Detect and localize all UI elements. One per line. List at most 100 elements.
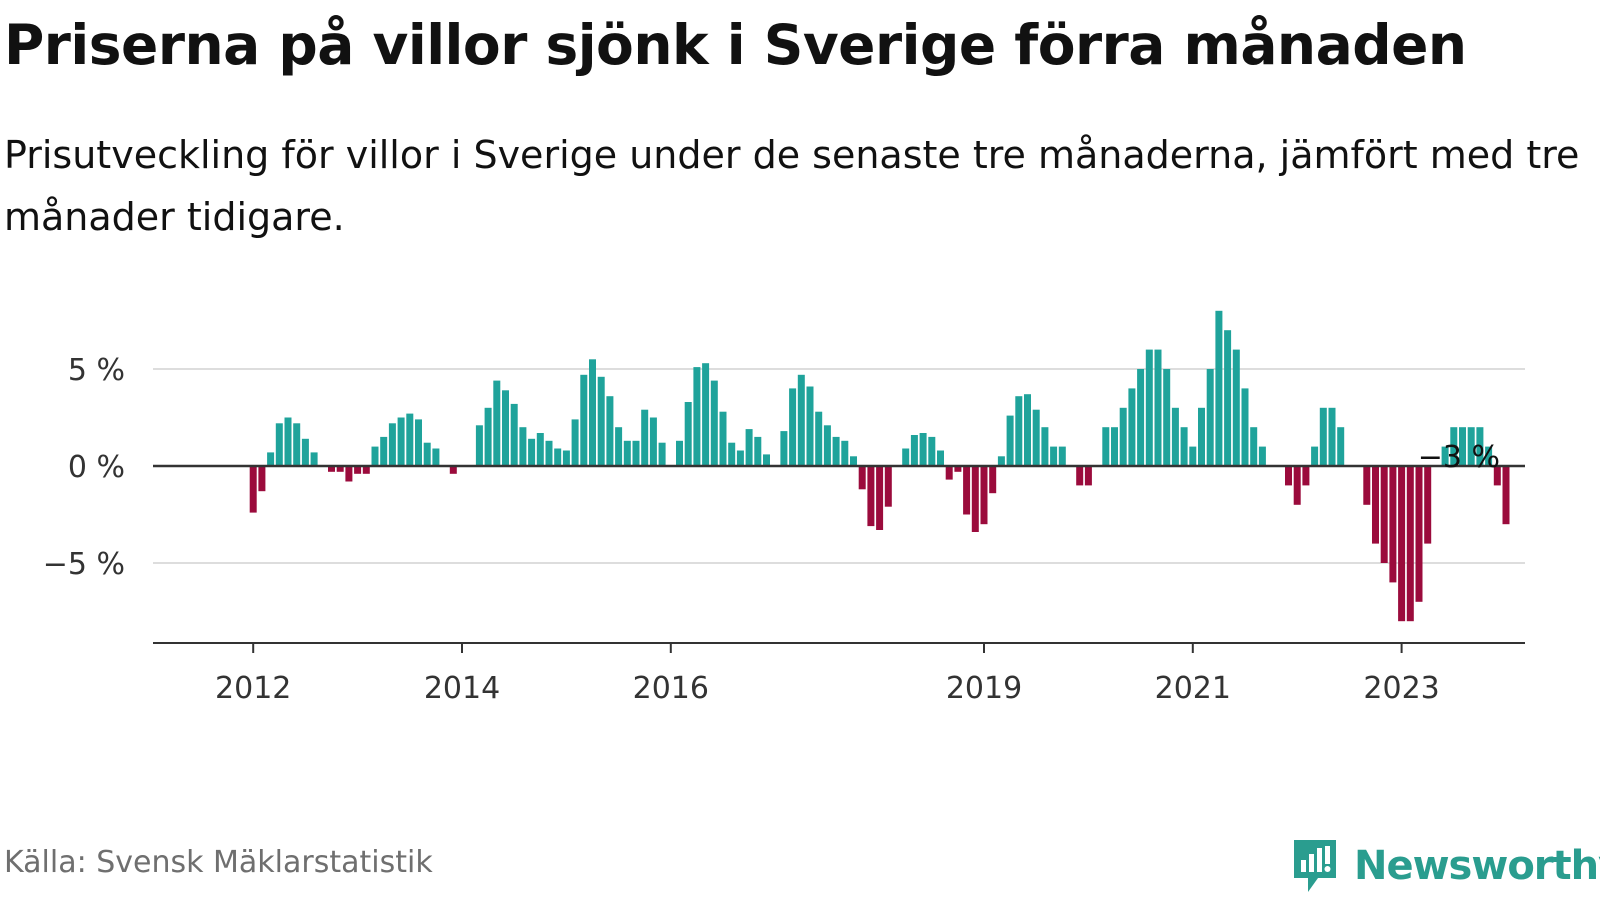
bar-2016-07 (719, 411, 727, 466)
bar-2014-12 (554, 448, 562, 466)
bar-2013-04 (380, 436, 388, 466)
bar-2022-03 (1311, 446, 1319, 466)
bar-2012-08 (310, 452, 318, 466)
bar-2022-05 (1328, 407, 1336, 466)
latest-value-label: −3 % (1418, 440, 1500, 475)
bar-2014-05 (493, 380, 501, 466)
bar-2021-09 (1258, 446, 1266, 466)
bar-2015-05 (597, 376, 605, 466)
x-tick-label: 2012 (215, 671, 291, 706)
bar-2014-09 (528, 438, 536, 466)
bar-2017-07 (823, 425, 831, 466)
bar-2013-08 (415, 419, 422, 466)
bar-2016-05 (702, 363, 710, 466)
x-tick-label: 2023 (1363, 671, 1439, 706)
bar-2021-01 (1189, 446, 1197, 466)
bar-2023-03 (1415, 466, 1423, 602)
bar-2019-08 (1041, 427, 1049, 466)
bar-2014-07 (510, 403, 518, 466)
bar-2017-08 (832, 436, 840, 466)
bar-2023-01 (1398, 466, 1406, 622)
bar-2016-06 (710, 380, 718, 466)
bar-2014-08 (519, 427, 527, 466)
axis-layer: 5 % 0 % −5 % 2012 2014 2016 2019 2021 2023 −3 % (43, 353, 1525, 706)
bar-2016-12 (763, 454, 770, 466)
bar-2020-06 (1128, 388, 1136, 466)
bar-2019-10 (1058, 446, 1066, 466)
bar-2013-07 (406, 413, 414, 466)
bar-2019-04 (1006, 415, 1014, 466)
bar-2020-10 (1163, 369, 1171, 466)
bar-2022-01 (1293, 466, 1301, 505)
bar-2013-10 (432, 448, 440, 466)
bar-2015-08 (623, 440, 631, 466)
bar-2023-06 (1441, 446, 1449, 466)
bar-undefined (1485, 446, 1493, 466)
bar-2015-09 (632, 440, 640, 466)
bar-2018-08 (937, 450, 944, 466)
bar-2016-04 (693, 367, 701, 466)
bar-undefined (1502, 466, 1510, 525)
bar-2022-10 (1372, 466, 1379, 544)
bar-2014-06 (502, 390, 509, 466)
bar-2016-02 (676, 440, 683, 466)
bar-2018-02 (884, 466, 892, 507)
bar-2018-07 (928, 436, 936, 466)
bar-2017-09 (841, 440, 849, 466)
bar-2017-12 (867, 466, 875, 527)
bar-2020-12 (1180, 427, 1188, 466)
bar-2013-02 (362, 466, 370, 474)
bar-2022-12 (1389, 466, 1397, 583)
bar-2013-06 (397, 417, 405, 466)
bar-2021-06 (1232, 349, 1240, 466)
bar-2017-03 (789, 388, 797, 466)
bars-layer (249, 310, 1510, 622)
bar-2020-09 (1154, 349, 1162, 466)
bar-2012-01 (249, 466, 257, 513)
bar-undefined (1476, 427, 1484, 466)
bar-2023-04 (1424, 466, 1432, 544)
bar-2014-04 (484, 407, 492, 466)
bar-2012-12 (345, 466, 353, 482)
bar-2012-05 (284, 417, 292, 466)
bar-2015-04 (589, 359, 596, 466)
bar-2015-12 (658, 442, 666, 466)
bar-2022-11 (1380, 466, 1388, 563)
bar-2012-04 (275, 423, 283, 466)
bar-2014-10 (536, 433, 544, 466)
bar-2018-01 (876, 466, 884, 530)
bar-2017-06 (815, 411, 823, 466)
x-tick-label: 2019 (946, 671, 1022, 706)
x-tick-label: 2016 (633, 671, 709, 706)
bar-2020-04 (1111, 427, 1118, 466)
bar-2012-07 (301, 438, 309, 466)
brand-logo[interactable]: Newsworthy (1290, 838, 1600, 894)
bar-2015-03 (580, 374, 588, 466)
bar-2019-06 (1024, 394, 1031, 466)
bar-2018-11 (963, 466, 971, 515)
bar-2021-07 (1241, 388, 1249, 466)
bar-2021-08 (1250, 427, 1258, 466)
bar-2016-08 (728, 442, 736, 466)
bar-2019-05 (1015, 396, 1023, 466)
bar-2012-02 (258, 466, 266, 492)
bar-2018-04 (902, 448, 910, 466)
source-note: Källa: Svensk Mäklarstatistik (4, 845, 433, 880)
bar-2019-12 (1076, 466, 1084, 486)
bar-2016-10 (745, 429, 753, 466)
bar-2023-02 (1406, 466, 1414, 622)
bar-2013-03 (371, 446, 379, 466)
x-tick-label: 2021 (1155, 671, 1231, 706)
bar-2018-10 (954, 466, 962, 472)
bar-2020-08 (1145, 349, 1153, 466)
bar-2022-06 (1337, 427, 1345, 466)
bar-2015-11 (649, 417, 657, 466)
bar-2021-12 (1285, 466, 1292, 486)
bar-2019-01 (980, 466, 988, 525)
bar-2012-10 (328, 466, 335, 472)
bar-2014-03 (475, 425, 483, 466)
bar-2022-02 (1302, 466, 1310, 486)
bar-2017-05 (806, 386, 814, 466)
bar-2019-09 (1050, 446, 1058, 466)
bar-2013-12 (449, 466, 457, 474)
